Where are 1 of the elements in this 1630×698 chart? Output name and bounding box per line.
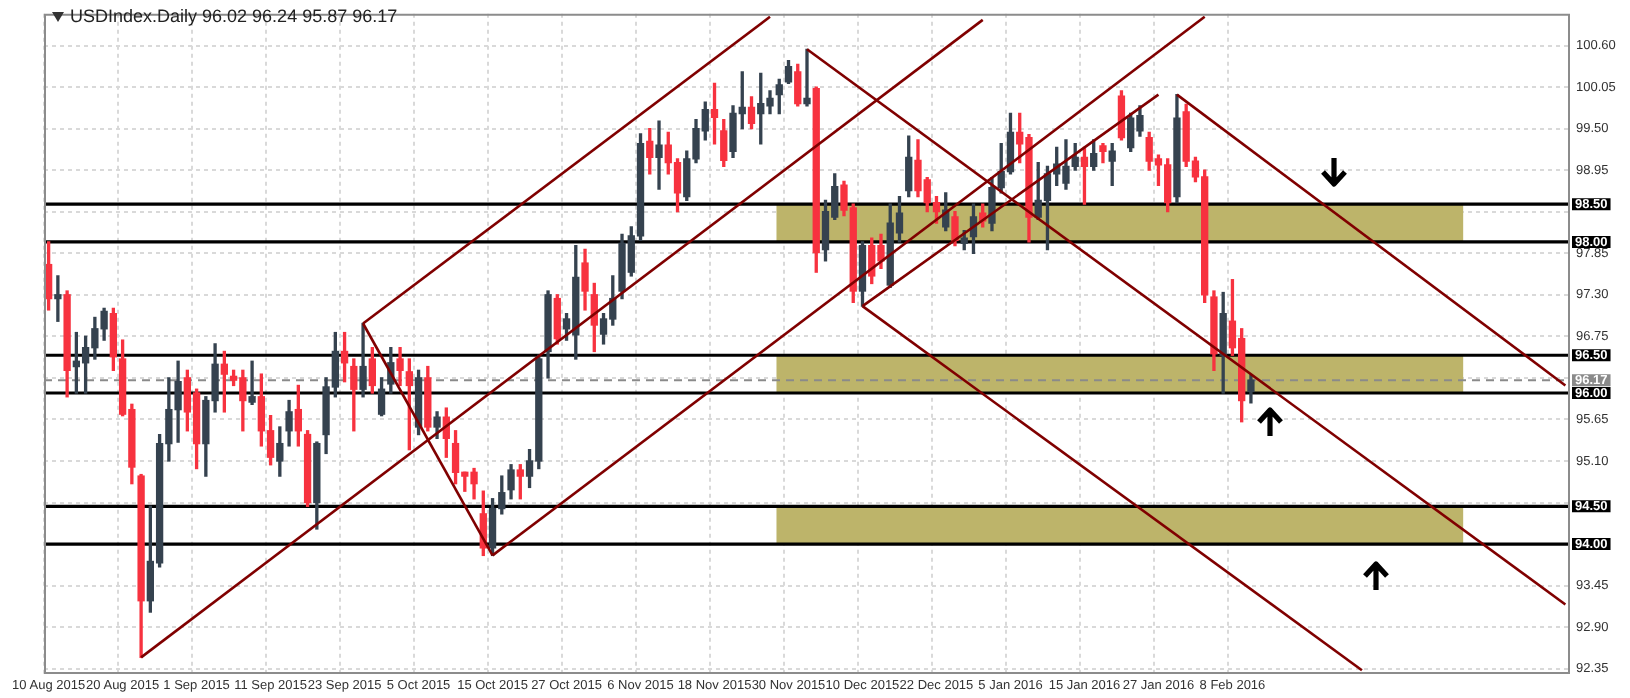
chart-title: USDIndex.Daily 96.02 96.24 95.87 96.17 bbox=[70, 6, 398, 26]
